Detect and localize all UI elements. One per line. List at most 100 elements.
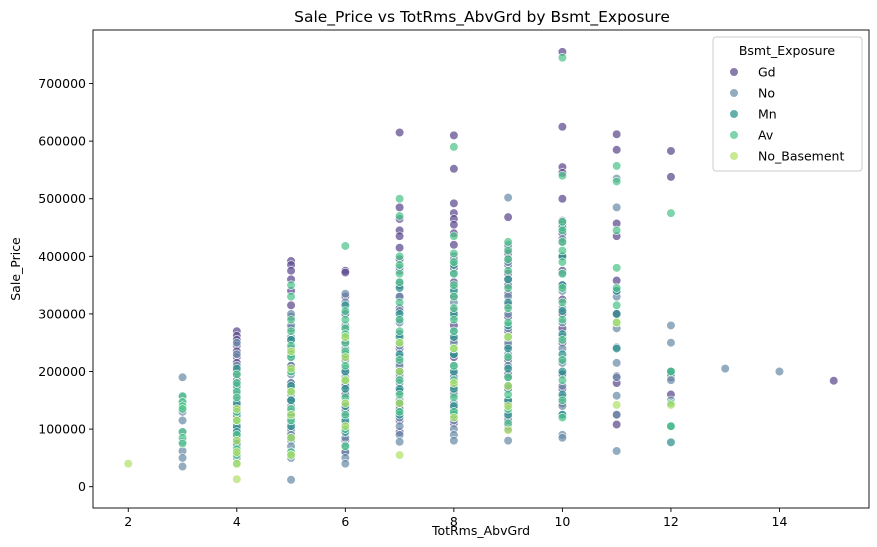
point-no-142 bbox=[612, 202, 622, 212]
point-gd-30 bbox=[340, 267, 350, 278]
point-no-basement-25 bbox=[503, 425, 513, 435]
point-mn-44 bbox=[503, 364, 513, 374]
point-av-105 bbox=[612, 300, 622, 310]
point-av-39 bbox=[340, 410, 350, 420]
point-av-96 bbox=[557, 355, 568, 365]
point-mn-40 bbox=[503, 274, 513, 284]
point-mn-54 bbox=[557, 366, 568, 377]
point-av-97 bbox=[557, 375, 568, 385]
legend-marker-no-basement bbox=[729, 151, 739, 161]
point-av-19 bbox=[286, 315, 296, 325]
x-axis-ticks: 2 4 6 8 10 12 14 bbox=[124, 508, 787, 529]
point-no-4 bbox=[177, 415, 188, 426]
point-gd-48 bbox=[395, 243, 405, 253]
point-av-76 bbox=[503, 303, 513, 313]
point-av-36 bbox=[340, 361, 350, 371]
point-no-148 bbox=[612, 391, 622, 401]
point-av-7 bbox=[232, 369, 242, 379]
point-gd-83 bbox=[503, 212, 513, 222]
point-no-11 bbox=[232, 349, 242, 359]
point-gd-43 bbox=[395, 127, 405, 138]
legend-label-no: No bbox=[758, 86, 775, 101]
point-av-87 bbox=[557, 225, 568, 236]
point-no-basement-23 bbox=[449, 378, 459, 388]
point-no-basement-13 bbox=[340, 421, 350, 431]
point-no-146 bbox=[612, 358, 622, 368]
legend-title: Bsmt_Exposure bbox=[739, 43, 836, 58]
point-av-29 bbox=[340, 241, 350, 251]
point-gd-63 bbox=[449, 130, 459, 140]
y-axis-label: Sale_Price bbox=[8, 237, 23, 301]
point-no-8 bbox=[177, 453, 188, 463]
point-av-64 bbox=[449, 315, 459, 325]
point-no-basement-14 bbox=[340, 398, 350, 408]
point-no-basement-4 bbox=[232, 436, 242, 446]
point-av-47 bbox=[395, 277, 405, 287]
point-no-50 bbox=[340, 289, 350, 299]
legend: Bsmt_Exposure Gd No Mn Av No_Basement bbox=[712, 36, 863, 172]
point-no-basement-8 bbox=[286, 433, 296, 443]
point-av-92 bbox=[557, 283, 568, 293]
point-av-67 bbox=[449, 361, 459, 371]
point-av-46 bbox=[395, 269, 405, 279]
point-av-104 bbox=[612, 283, 622, 293]
point-gd-47 bbox=[395, 231, 405, 241]
point-av-72 bbox=[503, 245, 513, 256]
point-no-basement-12 bbox=[286, 346, 296, 356]
point-no-155 bbox=[666, 375, 676, 385]
point-av-80 bbox=[503, 372, 513, 382]
point-av-90 bbox=[557, 257, 568, 267]
point-av-88 bbox=[557, 237, 568, 247]
legend-label-gd: Gd bbox=[758, 65, 776, 80]
point-no-88 bbox=[395, 437, 405, 447]
point-av-50 bbox=[395, 326, 405, 336]
y-tick-label-0: 0 bbox=[78, 479, 86, 494]
point-no-basement-17 bbox=[340, 332, 350, 342]
point-gd-133 bbox=[666, 172, 676, 182]
point-no-152 bbox=[666, 338, 676, 348]
point-av-49 bbox=[395, 315, 405, 325]
point-no-157 bbox=[720, 364, 730, 374]
point-no-basement-26 bbox=[503, 401, 513, 411]
y-tick-label-200000: 200000 bbox=[38, 364, 86, 379]
point-av-62 bbox=[449, 292, 459, 302]
point-av-60 bbox=[449, 269, 459, 279]
point-av-44 bbox=[395, 251, 405, 261]
y-tick-label-100000: 100000 bbox=[38, 422, 86, 437]
point-av-61 bbox=[449, 280, 459, 290]
legend-label-av: Av bbox=[758, 128, 774, 143]
point-gd-70 bbox=[449, 240, 459, 250]
point-av-73 bbox=[503, 254, 513, 264]
legend-label-mn: Mn bbox=[758, 107, 777, 122]
point-no-basement-20 bbox=[395, 366, 405, 377]
point-av-58 bbox=[449, 248, 459, 259]
point-av-59 bbox=[449, 257, 459, 267]
y-axis-ticks: 0 100000 200000 300000 400000 500000 600000 700… bbox=[38, 76, 93, 494]
point-av-17 bbox=[286, 280, 296, 290]
point-av-48 bbox=[395, 297, 405, 308]
point-mn-58 bbox=[612, 309, 622, 319]
point-no-basement-2 bbox=[232, 459, 242, 469]
point-no-basement-9 bbox=[286, 410, 296, 420]
point-av-99 bbox=[557, 412, 568, 423]
point-av-74 bbox=[503, 266, 513, 276]
y-tick-label-300000: 300000 bbox=[38, 306, 86, 321]
point-gd-122 bbox=[612, 145, 622, 155]
point-no-basement-22 bbox=[449, 412, 459, 423]
x-tick-label-6: 6 bbox=[341, 514, 349, 529]
point-mn-51 bbox=[557, 306, 568, 316]
point-gd-16 bbox=[286, 266, 296, 276]
x-axis-label: TotRms_AbvGrd bbox=[431, 523, 530, 538]
plot-frame bbox=[92, 29, 870, 509]
point-no-70 bbox=[340, 459, 350, 469]
point-gd-19 bbox=[286, 300, 296, 310]
point-no-basement-28 bbox=[503, 332, 513, 342]
point-av-95 bbox=[557, 335, 568, 345]
point-av-91 bbox=[557, 269, 568, 279]
point-av-18 bbox=[286, 292, 296, 302]
point-no-106 bbox=[449, 436, 459, 446]
point-no-150 bbox=[612, 446, 622, 456]
point-av-30 bbox=[340, 306, 350, 316]
point-av-8 bbox=[232, 378, 242, 388]
chart-title: Sale_Price vs TotRms_AbvGrd by Bsmt_Expo… bbox=[294, 8, 670, 27]
